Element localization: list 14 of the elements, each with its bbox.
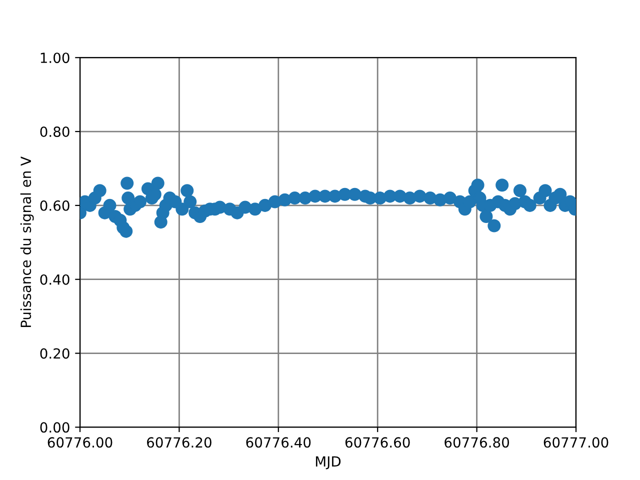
y-tick-label: 0.60 (40, 200, 70, 211)
x-tick-label: 60776.60 (345, 437, 410, 448)
y-tick-label: 0.40 (40, 274, 70, 285)
x-axis-title: MJD (316, 456, 341, 470)
y-tick-label: 0.80 (40, 126, 70, 137)
x-tick-label: 60777.00 (544, 437, 608, 448)
x-tick-label: 60776.00 (48, 437, 112, 448)
y-tick-label: 0.20 (40, 348, 70, 359)
y-tick-label: 1.00 (40, 52, 70, 64)
x-tick-label: 60776.20 (147, 437, 212, 448)
y-axis-title: Puissance du signal en V (20, 156, 34, 328)
x-tick-label: 60776.40 (246, 437, 311, 448)
y-tick-label: 0.00 (40, 422, 70, 433)
x-tick-label: 60776.80 (444, 437, 510, 448)
